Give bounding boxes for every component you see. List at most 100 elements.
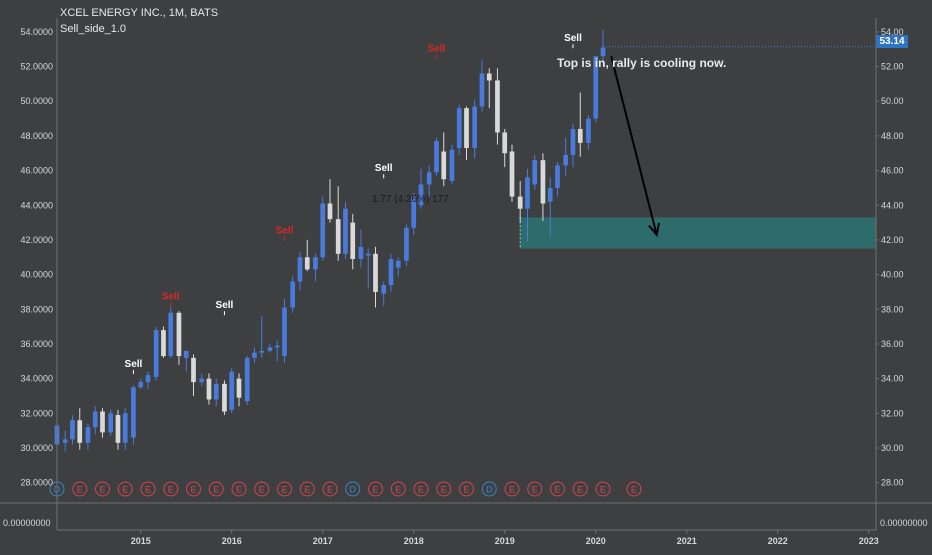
event-badge[interactable]: E — [626, 481, 642, 497]
candle — [555, 161, 560, 197]
trend-arrow-shaft — [610, 55, 658, 235]
candle-body — [108, 413, 114, 433]
event-badge[interactable]: E — [459, 481, 474, 497]
event-badge[interactable]: E — [163, 481, 179, 497]
left-y-tick-label: 38.0000 — [20, 304, 53, 314]
candle — [282, 298, 287, 364]
candle-body — [350, 222, 356, 259]
left-y-tick-label: 40.0000 — [20, 270, 53, 280]
candle-body — [236, 378, 242, 398]
event-circle — [72, 481, 88, 497]
candle-body — [282, 307, 287, 357]
event-circle — [436, 481, 452, 497]
event-badge[interactable]: E — [572, 481, 588, 497]
event-badge[interactable]: E — [504, 481, 520, 497]
event-letter: E — [99, 485, 105, 495]
event-letter: E — [372, 485, 378, 495]
candle — [381, 281, 387, 306]
event-circle — [140, 481, 156, 497]
event-badge[interactable]: E — [390, 481, 406, 497]
right-y-tick-label: 52.00 — [881, 62, 904, 72]
candle-body — [191, 357, 196, 383]
event-badge[interactable]: E — [277, 481, 292, 497]
event-badge[interactable]: E — [231, 481, 247, 497]
x-tick-label: 2016 — [222, 536, 242, 546]
event-circle — [626, 481, 642, 497]
event-letter: E — [327, 485, 333, 495]
right-y-tick-label: 46.00 — [881, 166, 904, 176]
events-layer: DEEEEEEEEEEEEDEEEEEDEEEEEE — [49, 481, 642, 497]
candle-body — [586, 118, 591, 143]
candle — [464, 106, 469, 161]
candle-body — [517, 196, 523, 209]
x-tick-label: 2021 — [677, 536, 697, 546]
candle-body — [115, 415, 121, 443]
candle — [479, 59, 485, 112]
candle-body — [411, 196, 417, 228]
candle — [563, 137, 569, 176]
event-letter: E — [577, 485, 583, 495]
event-badge[interactable]: E — [186, 481, 201, 497]
candle — [290, 276, 296, 313]
event-letter: E — [281, 485, 287, 495]
candle — [320, 196, 326, 261]
event-letter: E — [213, 485, 219, 495]
candle — [547, 177, 553, 237]
event-circle — [208, 481, 224, 497]
candle — [168, 307, 174, 358]
event-badge[interactable]: E — [95, 481, 110, 497]
candle-body — [62, 439, 68, 443]
event-badge[interactable]: E — [595, 481, 611, 497]
event-badge[interactable]: E — [527, 481, 543, 497]
right-y-tick-label: 32.00 — [881, 408, 904, 418]
left-y-tick-label: 54.0000 — [20, 27, 53, 37]
candle — [456, 104, 462, 155]
event-badge[interactable]: E — [550, 481, 565, 497]
candle-body — [297, 257, 303, 282]
sell-signals-layer: Sell Sell Sell Sell Sell Sell Sell — [125, 33, 582, 375]
candle — [335, 186, 341, 261]
candle — [486, 68, 492, 109]
candle-body — [267, 347, 273, 351]
x-tick-label: 2018 — [404, 536, 424, 546]
candle-body — [244, 357, 250, 402]
candle — [586, 115, 591, 150]
event-letter: E — [463, 485, 469, 495]
candle — [426, 165, 432, 197]
target-zone-layer — [519, 217, 876, 249]
event-badge[interactable]: D — [345, 481, 361, 497]
candle-body — [176, 312, 182, 357]
candle-body — [259, 350, 265, 353]
event-badge[interactable]: E — [208, 481, 224, 497]
event-badge[interactable]: E — [368, 481, 383, 497]
candle — [191, 354, 196, 396]
event-badge[interactable]: E — [322, 481, 338, 497]
axes-layer: 54.00 54.0000 52.00 52.0000 50.00 50.0000 48.0… — [0, 18, 932, 546]
left-y-tick-label: 28.0000 — [20, 478, 53, 488]
candle — [434, 137, 439, 176]
event-letter: E — [600, 485, 606, 495]
event-badge[interactable]: E — [140, 481, 156, 497]
event-badge[interactable]: E — [436, 481, 452, 497]
candle — [122, 408, 128, 450]
candle-body — [464, 108, 469, 149]
event-letter: E — [304, 485, 310, 495]
candle-body — [122, 413, 128, 443]
event-badge[interactable]: D — [481, 481, 497, 497]
candle-body — [199, 378, 205, 383]
event-circle — [368, 481, 383, 497]
event-badge[interactable]: E — [117, 481, 133, 497]
event-badge[interactable]: E — [254, 481, 270, 497]
right-y-tick-label: 44.00 — [881, 200, 904, 210]
event-badge[interactable]: E — [413, 481, 429, 497]
candle-body — [509, 151, 515, 197]
event-badge[interactable]: E — [299, 481, 315, 497]
candle-body — [381, 285, 387, 294]
right-y-tick-label: 40.00 — [881, 270, 904, 280]
event-letter: E — [259, 485, 265, 495]
left-y-tick-label: 50.0000 — [20, 96, 53, 106]
candle-body — [145, 375, 151, 383]
event-badge[interactable]: E — [72, 481, 88, 497]
